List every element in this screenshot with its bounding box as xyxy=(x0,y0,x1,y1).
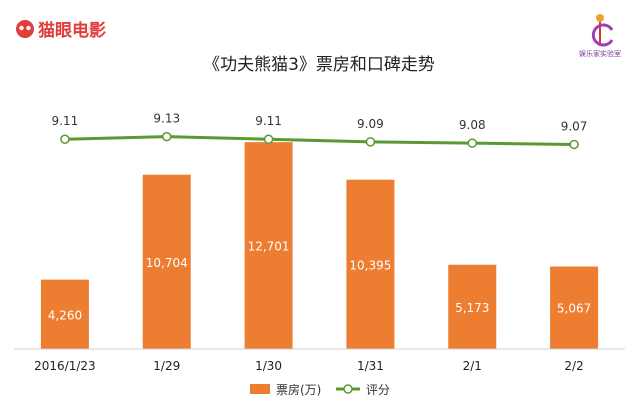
bar-data-labels: 4,260 10,704 12,701 10,395 5,173 5,067 xyxy=(48,240,592,323)
bar-2 xyxy=(244,142,293,349)
score-marker-2 xyxy=(263,134,274,144)
bar-0 xyxy=(40,279,89,349)
maoyan-logo-icon xyxy=(16,20,34,38)
bar-3 xyxy=(346,179,395,349)
x-tick-5: 2/2 xyxy=(564,359,583,373)
bar-label-3: 10,395 xyxy=(349,258,391,272)
x-tick-3: 1/31 xyxy=(357,359,384,373)
bar-label-4: 5,173 xyxy=(455,301,489,315)
chart-title: 《功夫熊猫3》票房和口碑走势 xyxy=(203,55,435,75)
bar-1 xyxy=(142,174,191,349)
x-tick-1: 1/29 xyxy=(153,359,180,373)
brand-logo: 娱乐家实验室 xyxy=(579,14,621,58)
score-label-1: 9.13 xyxy=(153,112,180,126)
bar-series xyxy=(40,142,599,349)
bar-4 xyxy=(448,264,497,349)
maoyan-logo-text: 猫眼电影 xyxy=(38,20,106,41)
x-tick-0: 2016/1/23 xyxy=(34,359,96,373)
legend-label-boxoffice: 票房(万) xyxy=(276,382,321,397)
score-data-labels: 9.11 9.13 9.11 9.09 9.08 9.07 xyxy=(52,112,588,134)
score-label-2: 9.11 xyxy=(255,114,282,128)
brand-logo-text: 娱乐家实验室 xyxy=(579,49,621,58)
bar-label-0: 4,260 xyxy=(48,308,82,322)
score-marker-1 xyxy=(162,131,172,142)
x-tick-2: 1/30 xyxy=(255,359,282,373)
x-tick-4: 2/1 xyxy=(463,359,482,373)
brand-logo-icon xyxy=(596,14,604,22)
bar-label-2: 12,701 xyxy=(248,240,290,254)
score-marker-0 xyxy=(60,134,70,144)
legend-swatch-boxoffice xyxy=(250,384,270,394)
maoyan-logo: 猫眼电影 xyxy=(16,20,106,41)
score-label-4: 9.08 xyxy=(459,118,486,132)
score-marker-3 xyxy=(365,137,376,147)
score-label-5: 9.07 xyxy=(561,119,588,133)
legend-marker-score xyxy=(343,384,353,394)
score-label-3: 9.09 xyxy=(357,117,384,131)
legend: 票房(万) 评分 xyxy=(250,382,390,397)
bar-label-5: 5,067 xyxy=(557,302,591,316)
score-marker-4 xyxy=(467,138,477,148)
legend-label-score: 评分 xyxy=(366,383,390,397)
score-marker-5 xyxy=(569,139,579,150)
bar-5 xyxy=(550,266,599,349)
x-tick-labels: 2016/1/23 1/29 1/30 1/31 2/1 2/2 xyxy=(34,359,584,373)
score-line-series xyxy=(60,131,579,150)
bar-label-1: 10,704 xyxy=(146,256,188,270)
score-line xyxy=(64,135,575,146)
score-label-0: 9.11 xyxy=(52,114,79,128)
